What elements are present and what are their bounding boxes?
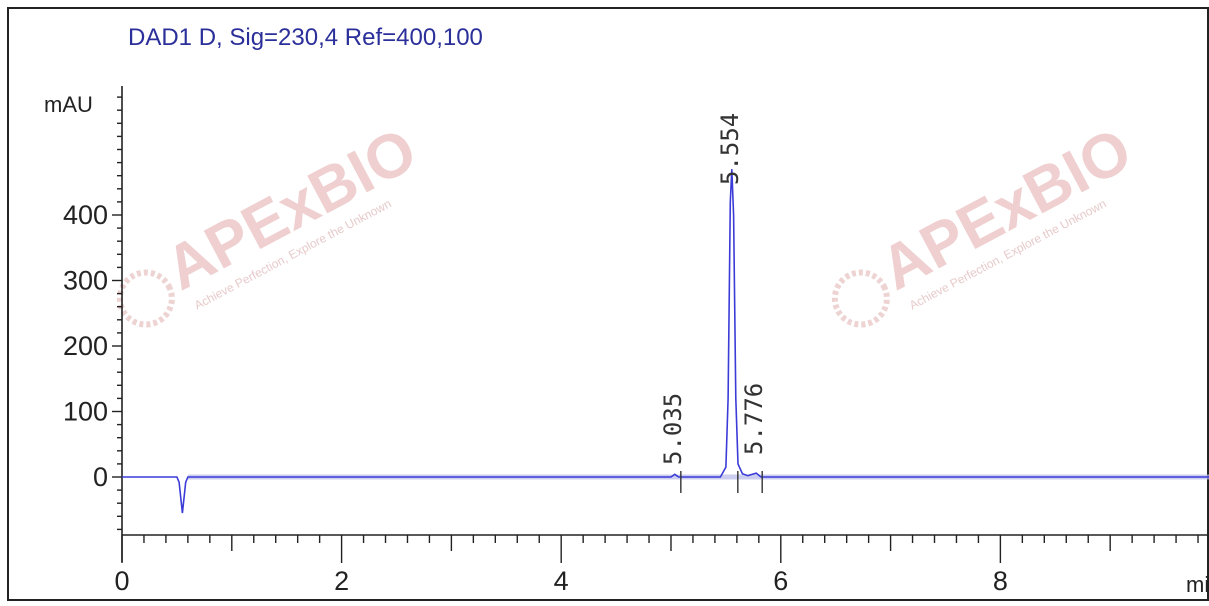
x-tick-label: 0 [114, 566, 129, 596]
x-axis-ticks: 0 2 4 6 8 [114, 535, 1199, 596]
peak-labels: 5.035 5.554 5.776 [659, 113, 768, 493]
y-axis-ticks: 0 100 200 300 400 [63, 96, 122, 531]
y-axis-unit: mAU [44, 92, 93, 117]
peak-rt-label: 5.554 [716, 113, 744, 185]
peak-rt-label: 5.776 [740, 383, 768, 455]
watermark-left: APExBIO Achieve Perfection, Explore the … [116, 115, 427, 328]
x-axis-unit: min [1186, 572, 1209, 597]
peak-rt-label: 5.035 [659, 393, 687, 465]
signal-trace-group [122, 169, 1209, 514]
y-tick-label: 0 [93, 462, 108, 492]
watermark-logo-icon [831, 269, 890, 328]
chart-title: DAD1 D, Sig=230,4 Ref=400,100 [128, 24, 483, 51]
y-tick-label: 300 [63, 266, 108, 296]
x-tick-label: 8 [993, 566, 1008, 596]
x-tick-label: 4 [554, 566, 569, 596]
x-tick-label: 6 [773, 566, 788, 596]
y-tick-label: 200 [63, 331, 108, 361]
watermark-logo-icon [116, 269, 175, 328]
y-tick-label: 400 [63, 200, 108, 230]
watermark-right: APExBIO Achieve Perfection, Explore the … [831, 115, 1142, 328]
y-tick-label: 100 [63, 397, 108, 427]
chart-frame [7, 7, 1209, 601]
signal-trace [122, 169, 1209, 514]
x-tick-label: 2 [334, 566, 349, 596]
